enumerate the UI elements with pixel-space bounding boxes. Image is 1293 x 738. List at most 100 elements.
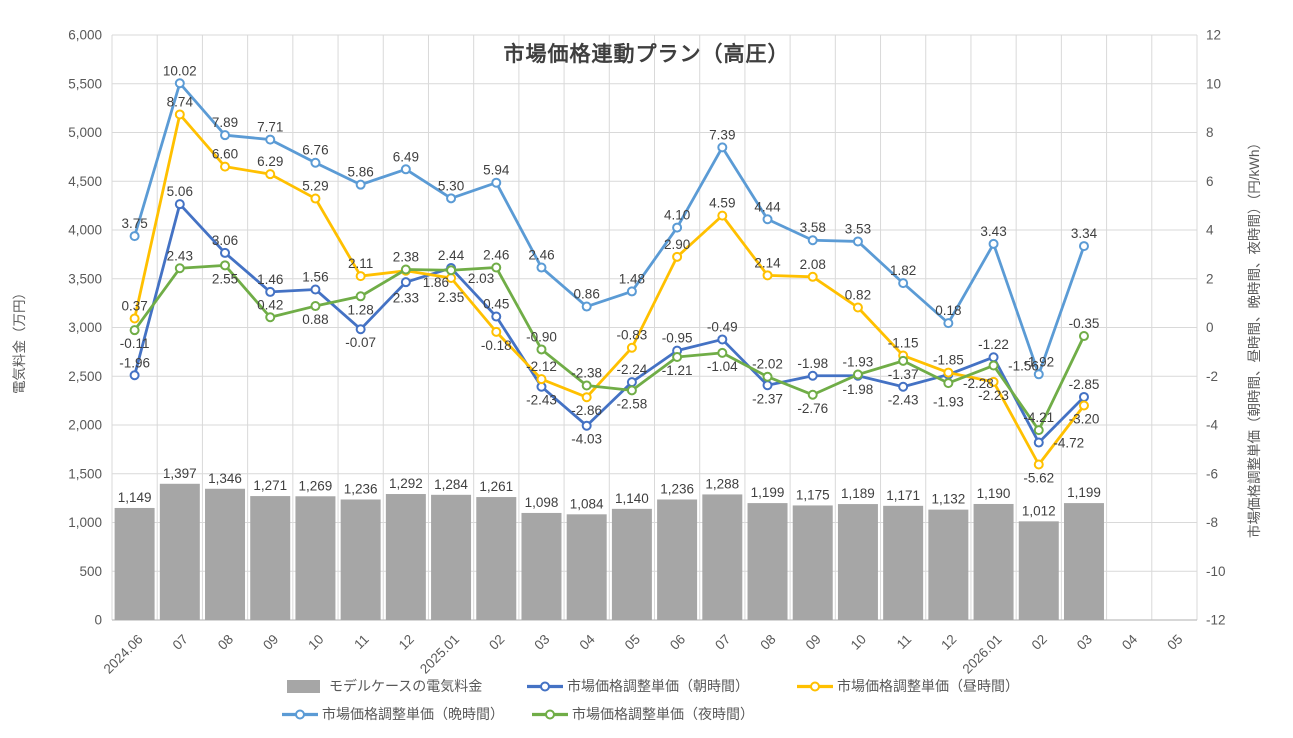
data-label: -2.12 [526, 359, 557, 374]
bar [792, 505, 833, 620]
data-point [491, 311, 502, 322]
data-point [174, 263, 185, 274]
bar-label: 1,171 [886, 488, 920, 503]
data-point [672, 222, 683, 233]
data-label: 7.89 [212, 115, 238, 130]
data-point [852, 369, 863, 380]
bar [205, 488, 246, 620]
bar-label: 1,346 [208, 471, 242, 486]
x-axis-tick: 07 [170, 632, 191, 653]
chart-title: 市場価格連動プラン（高圧） [503, 43, 790, 66]
data-label: 0.86 [574, 287, 600, 302]
bar [159, 483, 200, 620]
data-label: -2.37 [752, 391, 783, 406]
data-point [988, 376, 999, 387]
legend-item-0[interactable]: モデルケースの電気料金 [287, 676, 482, 696]
gridlines [111, 34, 1198, 621]
data-label: -2.86 [571, 403, 602, 418]
data-point [220, 260, 231, 271]
data-label: -1.93 [933, 395, 964, 410]
legend-item-3[interactable]: 市場価格調整単価（晩時間） [282, 704, 504, 724]
x-axis-tick: 09 [260, 632, 281, 653]
bar-label: 1,199 [751, 485, 785, 500]
legend-item-label: 市場価格調整単価（朝時間） [567, 678, 749, 694]
data-label: -2.24 [617, 362, 648, 377]
data-point [852, 302, 863, 313]
data-label: 5.94 [483, 163, 510, 178]
x-axis-tick: 09 [803, 632, 824, 653]
x-axis-tick: 10 [305, 632, 326, 653]
data-label: -2.85 [1069, 377, 1100, 392]
bar-label: 1,140 [615, 491, 649, 506]
bar [973, 503, 1014, 620]
legend-item-2[interactable]: 市場価格調整単価（昼時間） [797, 676, 1019, 696]
bar-label: 1,149 [118, 490, 152, 505]
data-point [265, 169, 276, 180]
data-label: 2.46 [528, 248, 554, 263]
data-label: -4.21 [1023, 410, 1054, 425]
x-axis-tick: 07 [712, 632, 733, 653]
bar-label: 1,098 [525, 495, 559, 510]
x-axis-tick: 05 [1164, 632, 1185, 653]
data-point [310, 157, 321, 168]
data-label: 8.74 [167, 94, 194, 109]
data-label: -1.15 [888, 336, 919, 351]
x-axis-tick: 02 [486, 632, 507, 653]
data-label: 2.43 [167, 248, 193, 263]
data-point [265, 134, 276, 145]
bar-label: 1,236 [344, 481, 378, 496]
bar [521, 512, 562, 620]
data-label: 2.55 [212, 271, 238, 286]
data-point [717, 142, 728, 153]
data-point [129, 325, 140, 336]
data-point [129, 370, 140, 381]
bar-label: 1,084 [570, 496, 604, 511]
data-point [626, 377, 637, 388]
series-bars [114, 483, 1104, 620]
data-label: 1.56 [302, 269, 328, 284]
data-point [1033, 425, 1044, 436]
data-label: 0.45 [483, 297, 509, 312]
bar-label: 1,190 [977, 486, 1011, 501]
right-axis-tick: -6 [1206, 466, 1218, 481]
data-label: -1.98 [797, 356, 828, 371]
left-axis-tick: 1,000 [68, 515, 102, 530]
data-point [717, 210, 728, 221]
series-line-3 [129, 260, 1089, 436]
bar-label: 1,012 [1022, 503, 1056, 518]
line-data-labels: 3.75 0.37 -0.11 -1.96 10.02 8.74 5.06 2.43 7.89 6… [119, 63, 1099, 485]
bar [295, 496, 336, 620]
left-axis-tick: 4,500 [68, 174, 102, 189]
line-path [133, 263, 1086, 432]
left-axis-tick: 2,000 [68, 418, 102, 433]
data-label: 6.76 [302, 143, 328, 158]
legend-item-1[interactable]: 市場価格調整単価（朝時間） [527, 676, 749, 696]
data-point [491, 262, 502, 273]
left-axis-tick: 3,500 [68, 271, 102, 286]
bar-label: 1,269 [299, 478, 333, 493]
x-axis-tick: 2024.06 [101, 632, 146, 677]
data-point [807, 370, 818, 381]
right-axis-tick: -4 [1206, 418, 1218, 433]
left-axis-tick: 6,000 [68, 28, 102, 43]
data-point [1033, 369, 1044, 380]
data-label: -2.38 [571, 366, 602, 381]
data-label: -2.58 [617, 396, 648, 411]
right-axis-title: 市場価格調整単価（朝時間、昼時間、晩時間、夜時間）（円/kWh） [1247, 136, 1262, 538]
bar-label: 1,284 [434, 477, 468, 492]
data-point [581, 380, 592, 391]
data-point [943, 318, 954, 329]
data-point [898, 355, 909, 366]
data-label: -1.21 [662, 363, 693, 378]
x-axis-tick: 08 [757, 632, 778, 653]
right-axis-tick: -12 [1206, 613, 1226, 628]
data-point [717, 347, 728, 358]
bar-label: 1,271 [253, 478, 287, 493]
data-point [491, 326, 502, 337]
legend-item-4[interactable]: 市場価格調整単価（夜時間） [532, 704, 754, 724]
data-label: -0.18 [481, 338, 512, 353]
x-axis-tick: 04 [577, 631, 599, 653]
x-axis-tick: 11 [894, 632, 915, 653]
x-axis-tick: 11 [351, 632, 372, 653]
data-point [220, 130, 231, 141]
